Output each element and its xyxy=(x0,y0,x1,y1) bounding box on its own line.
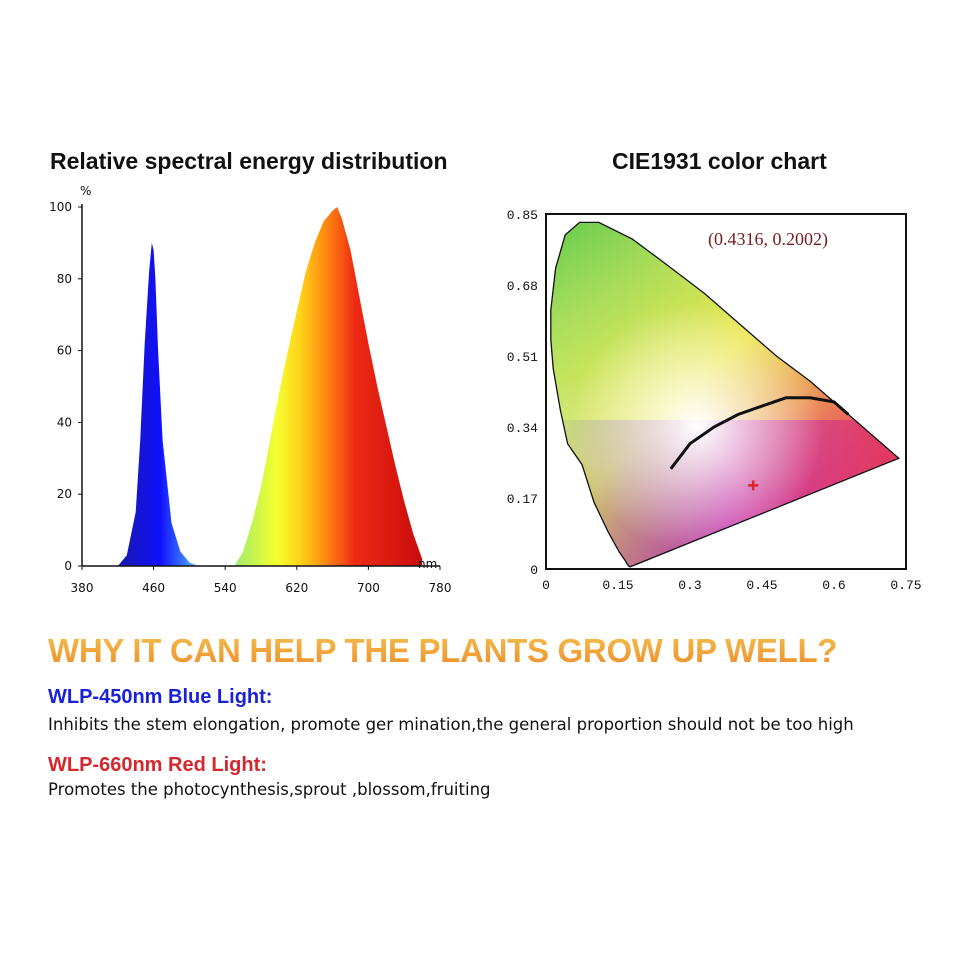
color-coordinate-label: (0.4316, 0.2002) xyxy=(708,229,828,250)
spectrum-x-unit: nm xyxy=(418,557,437,571)
spectrum-y-tick-label: 80 xyxy=(57,272,72,286)
color-coordinate-marker xyxy=(748,480,759,491)
red-light-description: Promotes the photocynthesis,sprout ,blos… xyxy=(48,780,491,799)
spectrum-y-unit: % xyxy=(80,184,91,198)
cie-y-tick-label: 0 xyxy=(530,563,538,578)
spectrum-area xyxy=(117,207,423,566)
spectrum-y-tick-label: 0 xyxy=(64,559,72,573)
spectrum-chart: 380 460 540 620 700 780 0 20 40 60 80 100 % nm xyxy=(49,184,451,595)
cie-chart: (0.4316, 0.2002) 0 0.15 0.3 0.45 0.6 0.75 0 0.1… xyxy=(507,208,922,593)
cie-y-tick-label: 0.34 xyxy=(507,421,538,436)
cie-x-tick-label: 0.6 xyxy=(822,578,845,593)
cie-x-tick-label: 0.3 xyxy=(678,578,701,593)
cie-y-tick-label: 0.51 xyxy=(507,350,538,365)
cie-y-tick-label: 0.17 xyxy=(507,492,538,507)
cie-plot-frame xyxy=(545,213,907,570)
spectrum-x-tick-label: 700 xyxy=(357,581,380,595)
cie-spectral-locus xyxy=(550,221,901,568)
spectrum-y-tick-label: 60 xyxy=(57,344,72,358)
cie-x-tick-label: 0.75 xyxy=(890,578,921,593)
spectrum-x-tick-label: 620 xyxy=(285,581,308,595)
cie-x-tick-label: 0.45 xyxy=(746,578,777,593)
spectrum-y-tick-label: 20 xyxy=(57,487,72,501)
cie-x-tick-label: 0.15 xyxy=(602,578,633,593)
spectrum-chart-title: Relative spectral energy distribution xyxy=(50,148,448,174)
spectrum-x-tick-label: 380 xyxy=(71,581,94,595)
cie-chart-title: CIE1931 color chart xyxy=(612,148,827,174)
blue-light-description: Inhibits the stem elongation, promote ge… xyxy=(48,715,854,734)
planckian-locus-curve xyxy=(669,396,850,470)
spectrum-x-tick-label: 780 xyxy=(429,581,452,595)
spectrum-y-tick-label: 40 xyxy=(57,415,72,429)
cie-y-tick-label: 0.68 xyxy=(507,279,538,294)
spectrum-y-tick-label: 100 xyxy=(49,200,72,214)
spectrum-x-tick-label: 540 xyxy=(214,581,237,595)
blue-light-title: WLP-450nm Blue Light: xyxy=(48,686,273,708)
cie-y-tick-label: 0.85 xyxy=(507,208,538,223)
spectrum-x-tick-label: 460 xyxy=(142,581,165,595)
red-light-title: WLP-660nm Red Light: xyxy=(48,754,267,776)
cie-x-tick-label: 0 xyxy=(542,578,550,593)
headline: WHY IT CAN HELP THE PLANTS GROW UP WELL? xyxy=(48,632,838,669)
